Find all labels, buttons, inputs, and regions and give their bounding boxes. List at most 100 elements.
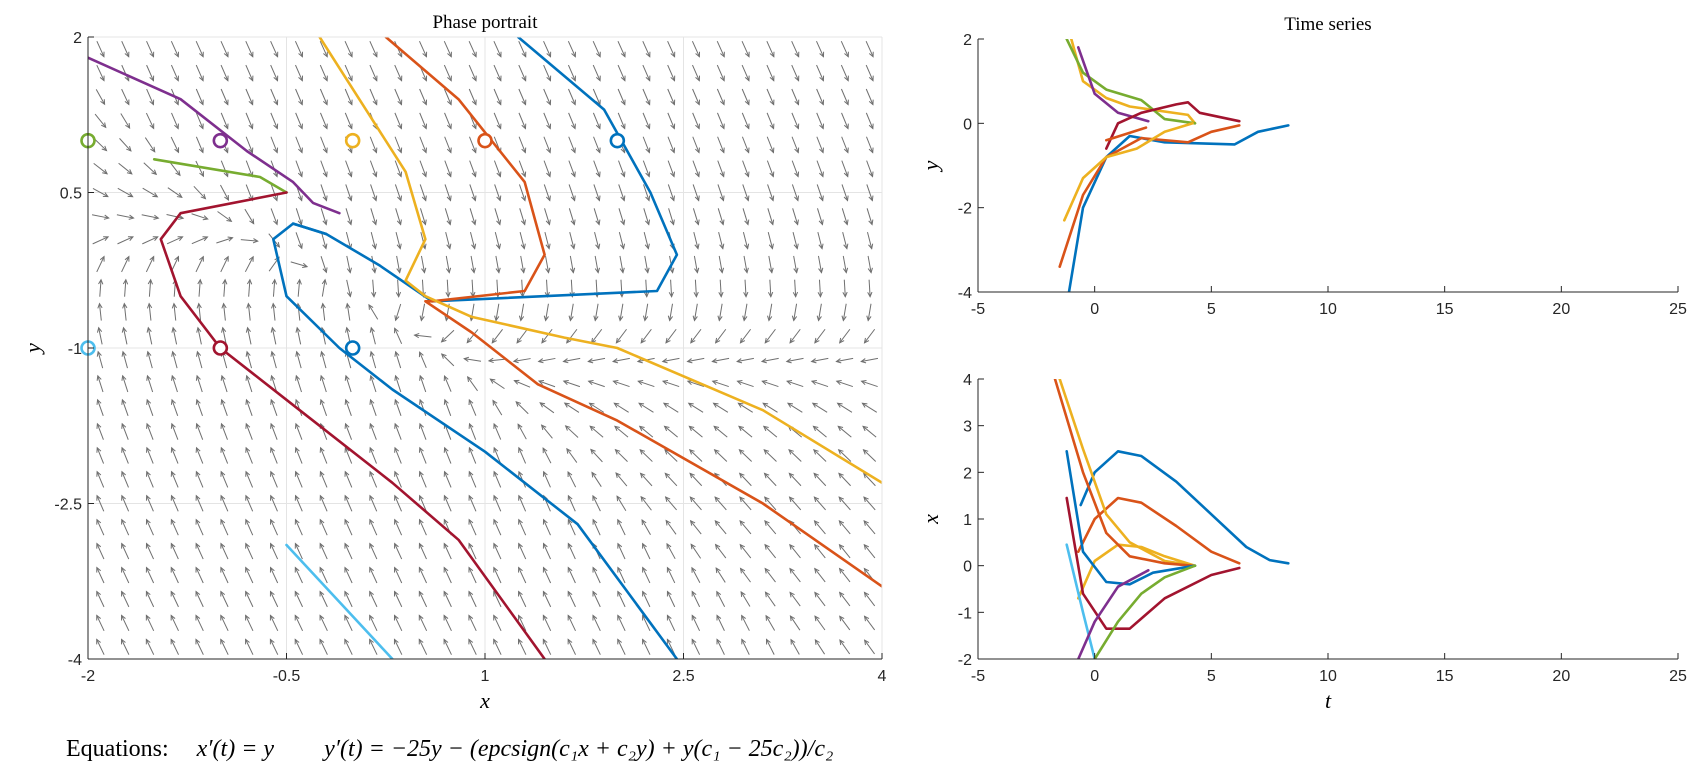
vector-arrow-head <box>269 614 275 621</box>
vector-arrow <box>864 639 875 655</box>
vector-arrow-head <box>762 425 769 432</box>
initial-point-marker <box>477 132 493 149</box>
vector-arrow-head <box>691 590 697 597</box>
vector-arrow-head <box>96 638 101 645</box>
vector-arrow-head <box>694 195 700 202</box>
vector-arrow-head <box>369 446 375 453</box>
vector-arrow-head <box>344 542 350 549</box>
vector-arrow-head <box>571 99 576 106</box>
vector-arrow-head <box>788 496 795 503</box>
vector-arrow-head <box>146 326 152 333</box>
vector-arrow-head <box>418 470 424 477</box>
vector-arrow-head <box>245 398 251 405</box>
vector-arrow-head <box>199 255 204 262</box>
vector-arrow <box>566 448 578 463</box>
vector-arrow <box>466 329 479 343</box>
vector-arrow <box>171 375 178 393</box>
x-tick-label: -2 <box>81 668 95 685</box>
vector-arrow <box>593 160 601 177</box>
vector-arrow-head <box>224 194 230 202</box>
vector-arrow-head <box>639 472 646 479</box>
vector-arrow <box>195 519 204 536</box>
vector-arrow-head <box>175 170 181 177</box>
vector-arrow <box>193 185 206 200</box>
vector-arrow <box>567 471 577 488</box>
vector-arrow <box>145 639 155 655</box>
vector-arrow-head <box>344 518 350 525</box>
vector-arrow <box>145 615 155 632</box>
vector-arrow <box>443 567 452 584</box>
vector-arrow <box>764 568 776 583</box>
vector-arrow-head <box>271 278 278 285</box>
vector-arrow <box>737 357 754 363</box>
vector-arrow-head <box>368 303 374 310</box>
vector-arrow-head <box>369 638 374 645</box>
vector-arrow-head <box>496 99 502 106</box>
vector-arrow <box>173 303 177 321</box>
vector-arrow-head <box>322 243 328 250</box>
vector-arrow <box>469 160 477 177</box>
vector-arrow <box>418 591 428 608</box>
y-tick-label: -4 <box>68 652 82 669</box>
vector-arrow <box>518 447 527 464</box>
vector-arrow-head <box>763 448 770 455</box>
vector-arrow <box>691 591 701 608</box>
vector-arrow-head <box>868 219 874 226</box>
vector-arrow <box>470 231 476 249</box>
vector-arrow <box>786 380 804 388</box>
vector-arrow <box>468 399 477 416</box>
vector-arrow <box>816 184 824 201</box>
vector-arrow-head <box>273 171 279 178</box>
vector-arrow-head <box>819 75 825 82</box>
vector-arrow <box>592 591 601 608</box>
vector-arrow-head <box>347 171 353 178</box>
vector-arrow-head <box>297 219 303 226</box>
vector-arrow <box>741 615 750 631</box>
vector-arrow <box>518 88 527 105</box>
vector-arrow <box>816 208 823 225</box>
vector-arrow <box>867 303 872 321</box>
vector-arrow-head <box>769 171 775 178</box>
vector-arrow-head <box>863 496 869 503</box>
vector-arrow <box>145 591 155 608</box>
vector-arrow <box>493 112 502 129</box>
vector-arrow-head <box>245 590 250 597</box>
vector-arrow <box>664 473 678 487</box>
vector-arrow <box>638 402 654 413</box>
vector-arrow <box>395 303 402 321</box>
vector-arrow-head <box>863 615 870 622</box>
vector-arrow <box>591 328 603 344</box>
vector-arrow-head <box>396 243 402 250</box>
vector-arrow <box>121 423 129 440</box>
vector-arrow <box>769 279 772 297</box>
vector-arrow <box>444 447 452 464</box>
vector-arrow-head <box>394 398 400 405</box>
x-tick-label: 15 <box>1436 668 1454 685</box>
vector-arrow-head <box>768 267 774 274</box>
vector-arrow <box>92 187 109 198</box>
vector-arrow <box>444 184 452 201</box>
vector-arrow <box>469 208 476 225</box>
vector-arrow <box>863 449 877 462</box>
vector-arrow-head <box>487 357 494 364</box>
vector-arrow <box>121 639 130 655</box>
vector-arrow <box>865 112 874 129</box>
vector-arrow-head <box>394 446 400 453</box>
vector-arrow <box>593 136 601 153</box>
vector-arrow <box>642 567 651 584</box>
vector-arrow <box>146 399 154 416</box>
vector-arrow <box>419 495 427 512</box>
vector-arrow-head <box>613 402 620 408</box>
vector-arrow-head <box>369 494 375 501</box>
equations-label: Equations: <box>66 736 169 762</box>
vector-arrow-head <box>568 315 574 322</box>
vector-arrow <box>270 423 278 440</box>
vector-arrow-head <box>319 494 325 501</box>
vector-arrow <box>245 64 254 81</box>
vector-arrow-head <box>176 192 183 198</box>
vector-arrow-head <box>245 638 250 645</box>
vector-arrow-head <box>298 99 303 106</box>
vector-arrow <box>272 303 276 321</box>
vector-arrow-head <box>96 374 102 381</box>
vector-arrow <box>270 591 279 608</box>
